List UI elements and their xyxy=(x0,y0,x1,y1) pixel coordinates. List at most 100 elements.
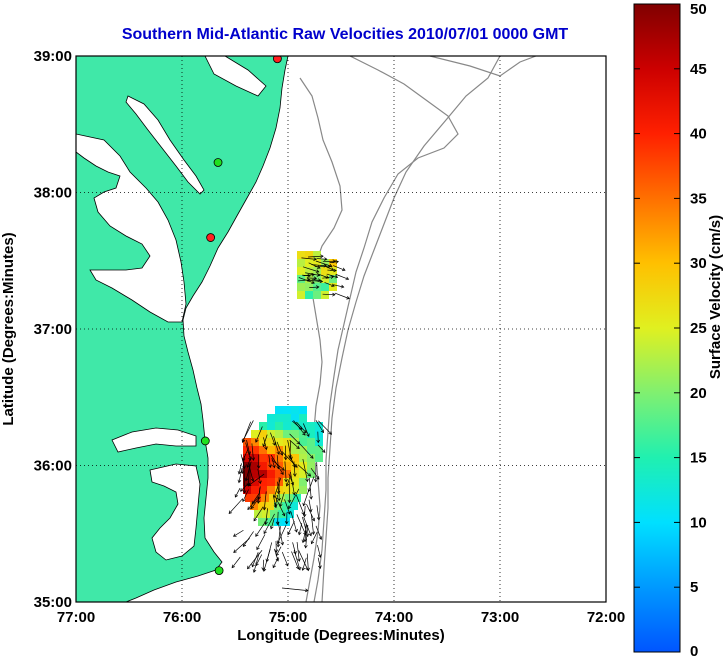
velocity-vector xyxy=(296,494,305,515)
velocity-cell xyxy=(329,275,337,283)
velocity-vector-head xyxy=(325,275,330,279)
velocity-vector-head xyxy=(264,446,268,451)
velocity-cell xyxy=(243,470,251,478)
velocity-vector xyxy=(263,437,267,450)
velocity-cell xyxy=(259,486,267,494)
velocity-vector xyxy=(263,513,275,534)
velocity-vector xyxy=(289,455,296,468)
velocity-vector-head xyxy=(320,429,324,434)
velocity-cell xyxy=(315,446,323,454)
velocity-vector xyxy=(253,552,260,573)
chesapeake-inner xyxy=(125,95,205,195)
velocity-cell xyxy=(329,283,337,291)
velocity-vector-head xyxy=(285,483,290,487)
velocity-vector xyxy=(318,420,332,435)
velocity-vector xyxy=(333,284,344,288)
velocity-vector xyxy=(268,455,271,468)
velocity-vector xyxy=(316,505,320,520)
velocity-vector xyxy=(279,492,285,507)
velocity-cell xyxy=(283,414,291,422)
velocity-cell xyxy=(305,267,313,275)
velocity-vector xyxy=(245,442,251,461)
velocity-vector-head xyxy=(340,284,345,289)
velocity-vector-head xyxy=(311,517,316,522)
velocity-vector xyxy=(240,454,245,469)
velocity-cell xyxy=(299,406,307,414)
velocity-vector-head xyxy=(302,432,306,436)
velocity-vector-head xyxy=(276,490,281,495)
velocity-vector xyxy=(308,476,315,492)
velocity-vector xyxy=(306,503,315,521)
velocity-vector xyxy=(315,525,322,540)
velocity-vector-head xyxy=(328,263,333,268)
velocity-cell xyxy=(291,446,299,454)
velocity-vector-head xyxy=(279,452,284,456)
velocity-vector-head xyxy=(317,278,322,283)
velocity-vector xyxy=(251,443,254,461)
velocity-cell xyxy=(274,502,282,510)
velocity-vector-head xyxy=(283,456,288,461)
velocity-cell xyxy=(275,414,283,422)
velocity-vector-head xyxy=(268,464,272,468)
chesapeake-bay xyxy=(76,133,187,323)
velocity-vector-head xyxy=(272,464,276,469)
velocity-vector-head xyxy=(290,481,295,486)
velocity-vector xyxy=(310,514,314,535)
velocity-vector-head xyxy=(323,263,328,268)
velocity-vector-head xyxy=(294,464,298,468)
velocity-vector xyxy=(309,477,312,500)
velocity-vector-head xyxy=(288,505,292,510)
velocity-cell xyxy=(283,430,291,438)
velocity-cell xyxy=(297,267,305,275)
y-tick-label: 39:00 xyxy=(34,48,72,65)
velocity-cell xyxy=(275,430,283,438)
colorbar-gradient xyxy=(633,3,681,653)
velocity-cell xyxy=(299,462,307,470)
velocity-vector xyxy=(289,440,291,458)
velocity-cell xyxy=(299,470,307,478)
velocity-vector-head xyxy=(301,511,305,516)
velocity-cell xyxy=(267,446,275,454)
velocity-vector xyxy=(304,524,307,542)
velocity-vector-head xyxy=(237,479,242,484)
velocity-vector-head xyxy=(345,276,350,281)
velocity-vector xyxy=(242,421,252,443)
velocity-vector-head xyxy=(262,443,266,448)
velocity-cell xyxy=(243,446,251,454)
velocity-cell xyxy=(266,502,274,510)
y-tick-label: 35:00 xyxy=(34,594,72,611)
velocity-vector-head xyxy=(316,516,321,521)
velocity-cell xyxy=(267,422,275,430)
velocity-vector-head xyxy=(330,267,334,271)
velocity-vector-head xyxy=(255,533,259,537)
velocity-vector-head xyxy=(232,533,237,537)
velocity-cell xyxy=(307,430,315,438)
x-tick-labels: 77:00 76:00 75:00 74:00 73:00 72:00 xyxy=(57,609,625,626)
velocity-vector xyxy=(284,499,291,515)
velocity-vectors xyxy=(228,254,350,593)
velocity-cell xyxy=(299,478,307,486)
velocity-vector xyxy=(308,262,321,269)
velocity-cell xyxy=(275,406,283,414)
velocity-vector-head xyxy=(242,543,247,548)
velocity-vector xyxy=(302,458,308,482)
velocity-vector xyxy=(322,293,335,296)
pamlico-sound xyxy=(149,463,201,561)
colorbar-tick-label: 0 xyxy=(690,643,698,659)
velocity-cell xyxy=(283,438,291,446)
velocity-cell xyxy=(283,478,291,486)
velocity-vector-head xyxy=(313,257,317,261)
velocity-vector-head xyxy=(318,565,322,569)
velocity-cell xyxy=(315,438,323,446)
velocity-vector xyxy=(270,518,275,529)
velocity-vector-head xyxy=(305,567,309,571)
velocity-cell xyxy=(307,470,315,478)
radar-station-marker xyxy=(206,233,216,242)
x-axis-label: Longitude (Degrees:Minutes) xyxy=(237,627,445,644)
velocity-vector xyxy=(298,442,314,459)
velocity-vector-head xyxy=(287,531,291,536)
velocity-cell xyxy=(267,438,275,446)
velocity-cell xyxy=(267,486,275,494)
velocity-cell xyxy=(313,251,321,259)
velocity-vector xyxy=(329,261,339,264)
